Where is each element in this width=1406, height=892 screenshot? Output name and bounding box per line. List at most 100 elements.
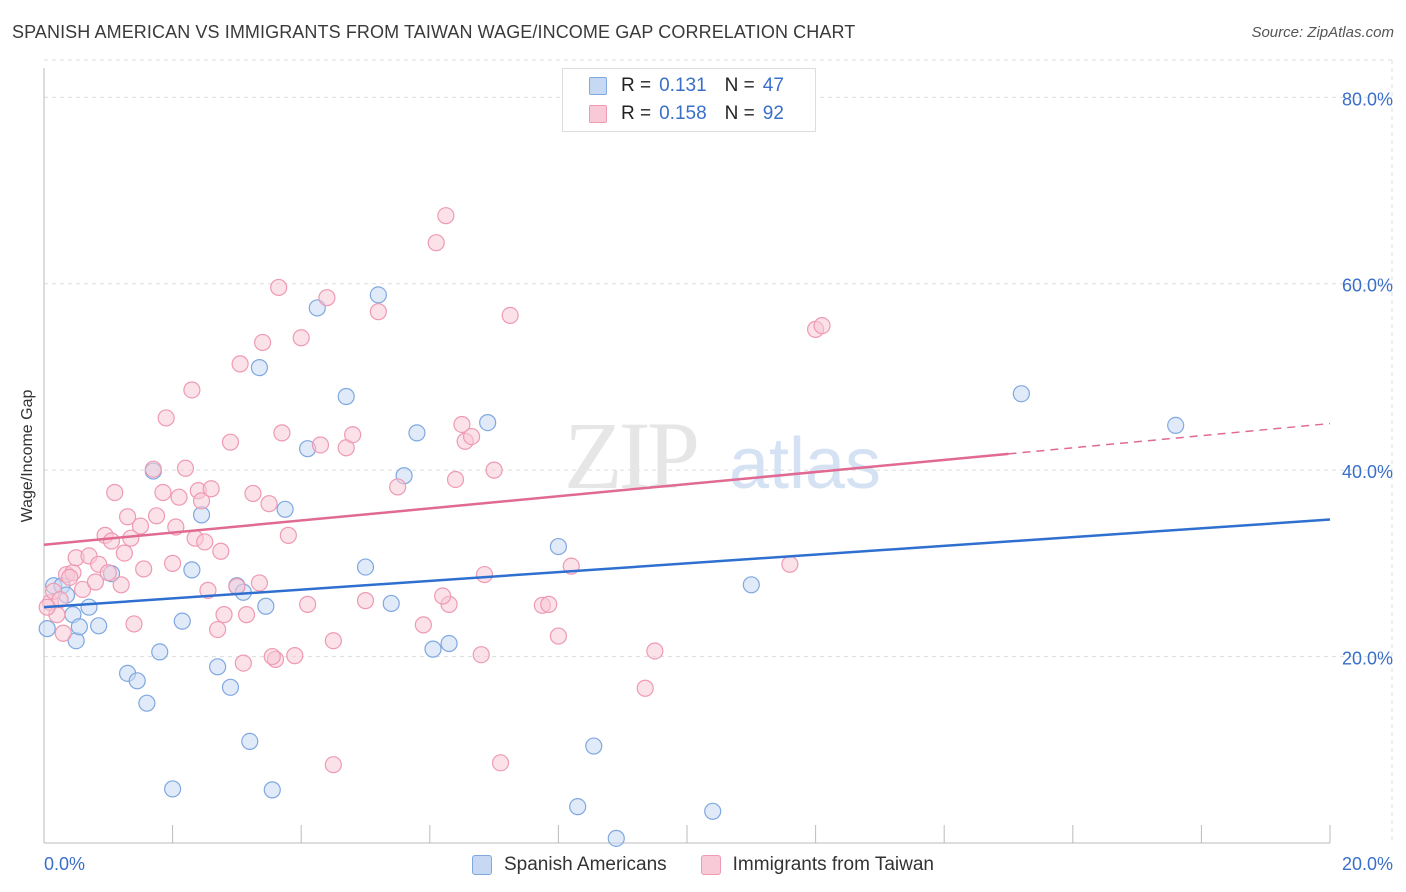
data-point <box>337 387 355 406</box>
data-point <box>147 507 166 525</box>
bottom-legend-spanish-americans: Spanish Americans <box>472 854 667 876</box>
data-point <box>369 286 387 304</box>
bottom-legend-label: Immigrants from Taiwan <box>732 854 934 875</box>
data-point <box>636 679 654 697</box>
data-point <box>151 643 169 661</box>
watermark-atlas: atlas <box>729 424 881 504</box>
data-point <box>704 802 722 820</box>
data-point <box>299 595 317 613</box>
data-point <box>38 620 56 638</box>
data-point <box>115 544 133 562</box>
data-point <box>311 436 330 454</box>
data-point <box>221 433 240 451</box>
data-point <box>462 427 481 446</box>
data-point <box>215 606 233 624</box>
data-point <box>250 574 269 592</box>
y-tick-label: 40.0% <box>1342 462 1393 482</box>
data-point <box>257 597 275 615</box>
data-point <box>1167 416 1185 434</box>
data-point <box>813 317 831 335</box>
data-point <box>183 561 201 579</box>
bottom-legend: Spanish Americans Immigrants from Taiwan <box>0 852 1406 878</box>
data-point <box>144 460 162 478</box>
data-point <box>569 798 587 816</box>
data-point <box>446 470 465 489</box>
chart-title: SPANISH AMERICAN VS IMMIGRANTS FROM TAIW… <box>12 22 856 42</box>
data-point <box>231 355 249 373</box>
data-point <box>118 508 137 526</box>
data-point <box>164 554 182 572</box>
data-point <box>112 576 130 594</box>
data-point <box>549 537 568 556</box>
legend-n-label: N = <box>724 75 755 96</box>
data-point <box>138 694 156 712</box>
data-point <box>491 754 510 772</box>
data-point <box>434 587 452 605</box>
data-point <box>549 627 568 645</box>
data-point <box>427 234 445 252</box>
data-point <box>324 632 342 650</box>
axis-layer <box>43 68 1331 844</box>
data-point <box>164 780 182 798</box>
data-point <box>440 634 458 653</box>
data-point <box>234 654 252 672</box>
data-point <box>260 495 278 513</box>
data-point <box>263 781 281 799</box>
legend-row-immigrants-from-taiwan: R = 0.158 N = 92 <box>589 101 784 127</box>
data-point <box>212 542 230 560</box>
data-point <box>154 483 172 502</box>
data-point <box>276 500 294 518</box>
data-point <box>199 581 217 599</box>
data-point <box>437 207 455 225</box>
data-point <box>70 618 88 636</box>
data-point <box>244 484 262 503</box>
data-point <box>128 672 146 690</box>
data-point <box>173 612 191 630</box>
data-point <box>250 359 269 377</box>
data-point <box>254 333 272 352</box>
data-point <box>106 483 124 502</box>
data-point <box>479 414 497 432</box>
data-point <box>263 647 281 666</box>
data-point <box>607 829 625 847</box>
bottom-legend-label: Spanish Americans <box>504 854 667 875</box>
data-point <box>781 555 799 573</box>
data-point <box>501 306 519 325</box>
legend-r-label: R = <box>621 103 652 124</box>
data-point <box>192 492 211 510</box>
data-point <box>102 532 121 550</box>
data-point <box>585 737 603 755</box>
y-tick-label: 20.0% <box>1342 649 1393 669</box>
data-point <box>51 591 69 609</box>
data-point <box>408 424 426 442</box>
data-point <box>237 606 256 624</box>
legend-row-spanish-americans: R = 0.131 N = 47 <box>589 73 784 99</box>
grid-layer <box>44 59 1393 843</box>
data-point <box>135 560 153 578</box>
legend-n-label: N = <box>724 103 755 124</box>
y-tick-label: 60.0% <box>1342 276 1393 296</box>
legend-r-value: 0.158 <box>659 103 707 124</box>
data-point <box>344 426 362 444</box>
data-point <box>356 558 375 576</box>
watermark: ZIP atlas <box>564 402 881 509</box>
bottom-legend-immigrants-from-taiwan: Immigrants from Taiwan <box>700 854 934 876</box>
data-point <box>472 646 490 664</box>
data-point <box>170 488 188 506</box>
data-point <box>54 624 72 642</box>
x-tick-label: 20.0% <box>1342 854 1393 874</box>
legend-swatch-blue <box>589 77 607 95</box>
data-point <box>356 592 375 610</box>
data-point <box>176 459 195 477</box>
trend-line-solid <box>43 452 1009 546</box>
data-point <box>324 756 342 774</box>
data-point <box>270 278 288 297</box>
data-point <box>202 480 220 498</box>
legend-swatch-pink <box>589 105 607 123</box>
data-point <box>742 576 760 594</box>
tick-labels: 20.0% 40.0% 60.0% 80.0% 0.0% 20.0% <box>44 89 1393 874</box>
data-point <box>424 640 442 658</box>
data-point <box>646 642 664 660</box>
data-point <box>86 573 105 591</box>
